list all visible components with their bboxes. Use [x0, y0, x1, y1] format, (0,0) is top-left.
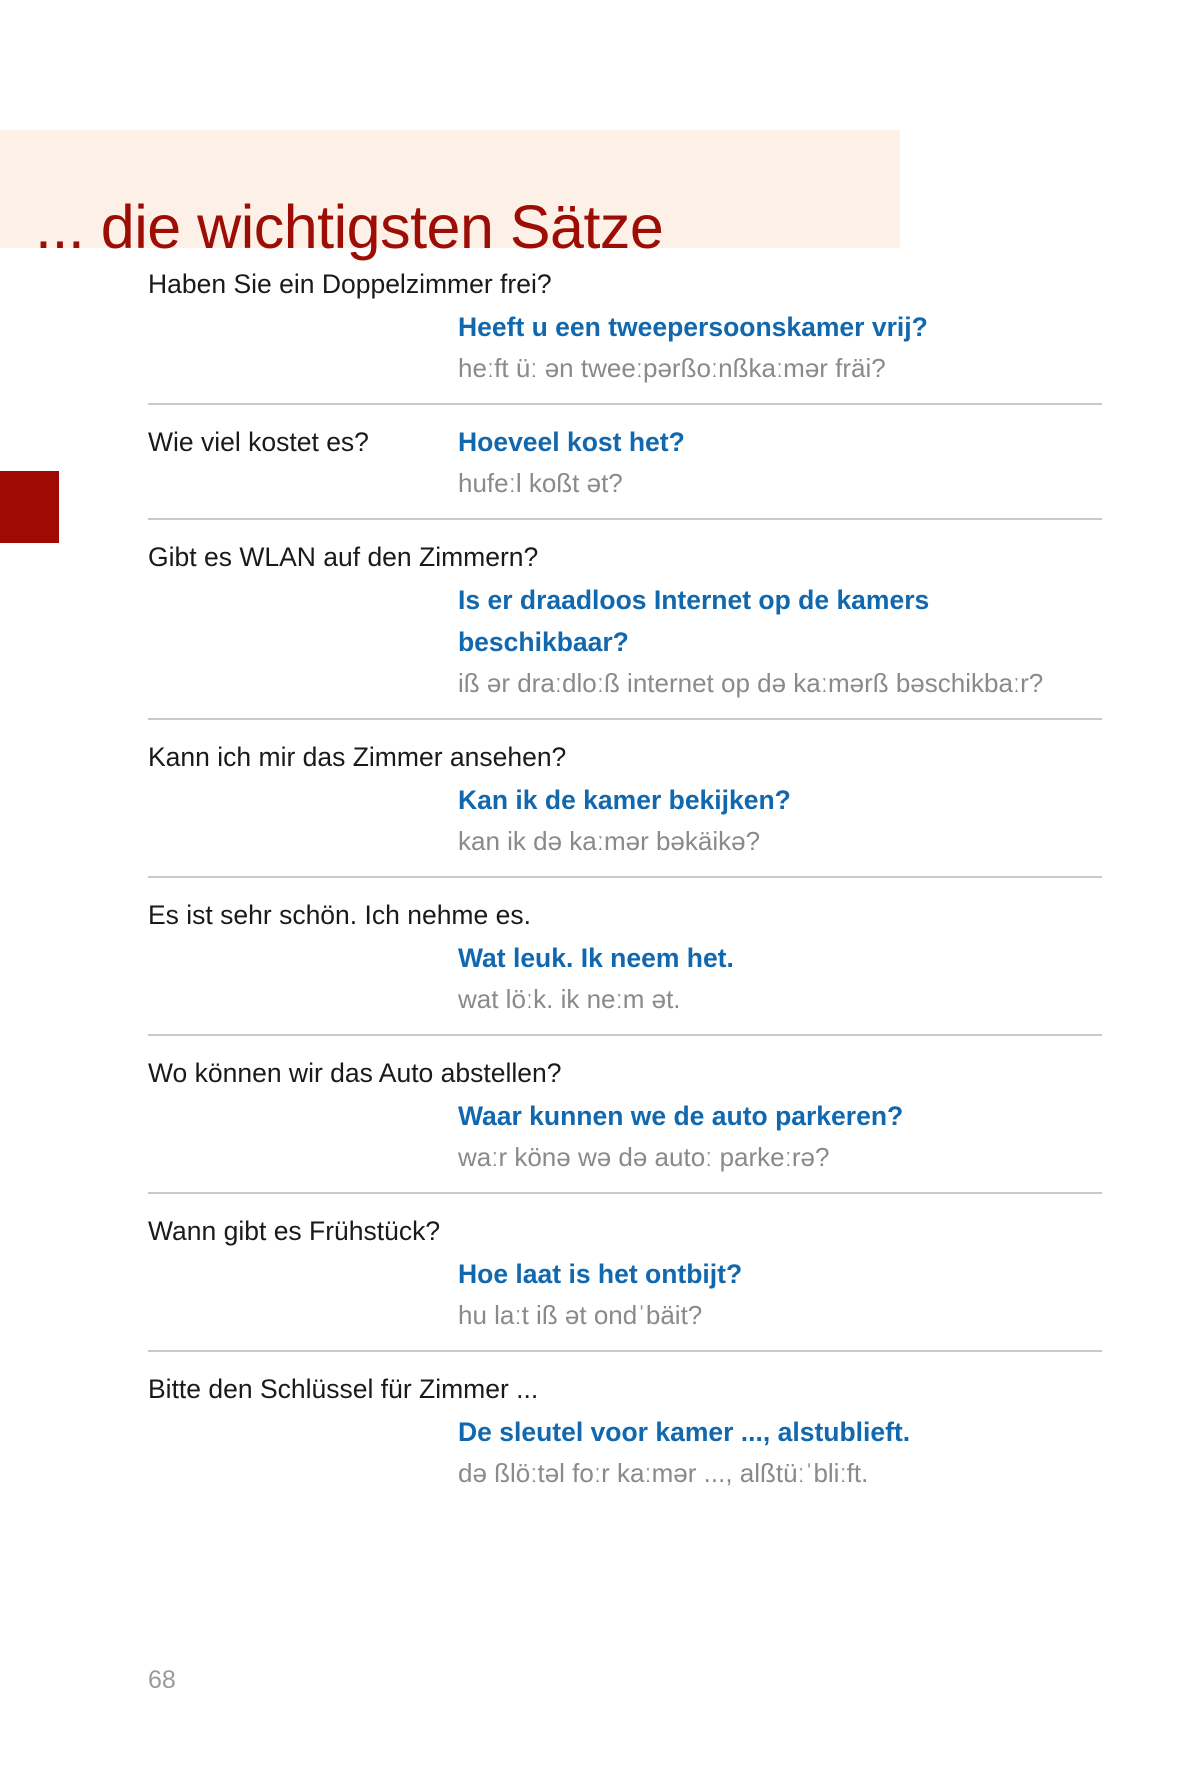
phonetic-transcription: heːft üː ən tweeːpərßoːnßkaːmər fräi? — [458, 353, 886, 383]
phonetic-transcription: wat löːk. ik neːm ət. — [458, 984, 681, 1014]
dutch-phrase: Hoeveel kost het? — [458, 427, 685, 457]
translation-column: Is er draadloos Internet op de kamers be… — [458, 579, 1102, 704]
header-band — [0, 130, 900, 248]
phrase-entry: Gibt es WLAN auf den Zimmern? Is er draad… — [148, 518, 1102, 718]
german-phrase: Es ist sehr schön. Ich nehme es. — [148, 900, 531, 930]
translation-column: Wat leuk. Ik neem het. wat löːk. ik neːm … — [458, 937, 1102, 1020]
dutch-phrase: Kan ik de kamer bekijken? — [458, 785, 791, 815]
phonetic-transcription: kan ik də kaːmər bəkäikə? — [458, 826, 761, 856]
dutch-phrase: Waar kunnen we de auto parkeren? — [458, 1101, 904, 1131]
phrase-entry: Es ist sehr schön. Ich nehme es. Wat leuk… — [148, 876, 1102, 1034]
german-phrase: Wann gibt es Frühstück? — [148, 1216, 441, 1246]
dutch-phrase: Heeft u een tweepersoonskamer vrij? — [458, 312, 928, 342]
phrase-entry: Haben Sie ein Doppelzimmer frei? Heeft u … — [148, 262, 1102, 403]
page-title: ... die wichtigsten Sätze — [35, 192, 664, 261]
dutch-phrase: Hoe laat is het ontbijt? — [458, 1259, 743, 1289]
german-phrase: Kann ich mir das Zimmer ansehen? — [148, 742, 567, 772]
phrase-list: Haben Sie ein Doppelzimmer frei? Heeft u … — [148, 262, 1102, 1508]
phonetic-transcription: hu laːt iß ət ondˈbäit? — [458, 1300, 703, 1330]
dutch-phrase: Wat leuk. Ik neem het. — [458, 943, 734, 973]
phonetic-transcription: də ßlöːtəl foːr kaːmər ..., alßtüːˈbliːf… — [458, 1458, 869, 1488]
section-edge-tab — [0, 471, 59, 543]
german-phrase: Bitte den Schlüssel für Zimmer ... — [148, 1374, 539, 1404]
phrase-entry: Wie viel kostet es? Hoeveel kost het? hufe… — [148, 403, 1102, 518]
phrase-entry: Wo können wir das Auto abstellen? Waar ku… — [148, 1034, 1102, 1192]
phrase-entry: Bitte den Schlüssel für Zimmer ... De sle… — [148, 1350, 1102, 1508]
translation-column: Hoe laat is het ontbijt? hu laːt iß ət on… — [458, 1253, 1102, 1336]
german-phrase: Haben Sie ein Doppelzimmer frei? — [148, 269, 552, 299]
phrase-entry: Kann ich mir das Zimmer ansehen? Kan ik d… — [148, 718, 1102, 876]
translation-column: Hoeveel kost het? hufeːl koßt ət? — [458, 421, 1102, 504]
phonetic-transcription: waːr könə wə də autoː parkeːrə? — [458, 1142, 830, 1172]
phonetic-transcription: iß ər draːdloːß internet op də kaːmərß b… — [458, 668, 1044, 698]
phrase-entry: Wann gibt es Frühstück? Hoe laat is het o… — [148, 1192, 1102, 1350]
phrase-row: Wie viel kostet es? Hoeveel kost het? hufe… — [148, 420, 1102, 504]
phonetic-transcription: hufeːl koßt ət? — [458, 468, 623, 498]
translation-column: De sleutel voor kamer ..., alstublieft. d… — [458, 1411, 1102, 1494]
translation-column: Waar kunnen we de auto parkeren? waːr kön… — [458, 1095, 1102, 1178]
dutch-phrase: Is er draadloos Internet op de kamers be… — [458, 585, 930, 657]
translation-column: Kan ik de kamer bekijken? kan ik də kaːmə… — [458, 779, 1102, 862]
translation-column: Heeft u een tweepersoonskamer vrij? heːft… — [458, 306, 1102, 389]
german-phrase: Wo können wir das Auto abstellen? — [148, 1058, 562, 1088]
german-phrase: Gibt es WLAN auf den Zimmern? — [148, 542, 539, 572]
page-number: 68 — [148, 1666, 176, 1694]
german-phrase: Wie viel kostet es? — [148, 427, 369, 457]
dutch-phrase: De sleutel voor kamer ..., alstublieft. — [458, 1417, 911, 1447]
